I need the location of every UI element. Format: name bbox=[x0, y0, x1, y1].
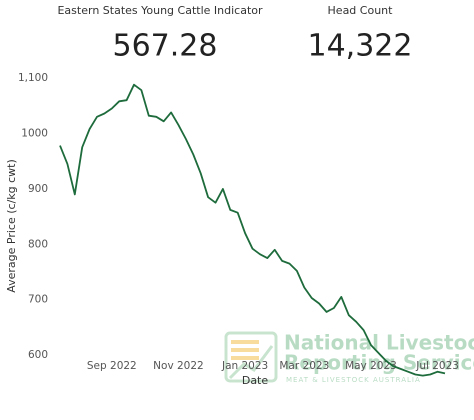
x-tick-label: Jan 2023 bbox=[221, 360, 268, 372]
logo-bar bbox=[231, 356, 259, 360]
watermark-title: National Livestock bbox=[284, 331, 474, 355]
logo-bar bbox=[231, 340, 259, 344]
line-series bbox=[59, 83, 446, 377]
kpi-value: 567.28 bbox=[113, 29, 218, 64]
logo-frame bbox=[224, 331, 278, 383]
watermark-subtitle: MEAT & LIVESTOCK AUSTRALIA bbox=[286, 376, 421, 384]
y-tick-label: 800 bbox=[28, 238, 48, 250]
y-tick-label: 1000 bbox=[21, 127, 48, 139]
x-tick-label: Mar 2023 bbox=[279, 360, 329, 372]
logo-bar bbox=[231, 348, 259, 352]
x-tick-label: Sep 2022 bbox=[87, 360, 137, 372]
watermark: National Livestock Reporting Service MEA… bbox=[224, 331, 474, 384]
x-axis-title: Date bbox=[242, 374, 269, 387]
y-tick-label: 1,100 bbox=[18, 72, 48, 84]
kpi-label: Head Count bbox=[328, 4, 394, 17]
x-tick-label: May 2023 bbox=[345, 360, 397, 372]
y-tick-label: 900 bbox=[28, 183, 48, 195]
y-tick-label: 600 bbox=[28, 349, 48, 361]
kpi-label: Eastern States Young Cattle Indicator bbox=[57, 4, 263, 17]
x-tick-label: Nov 2022 bbox=[153, 360, 204, 372]
x-tick-label: Jul 2023 bbox=[415, 360, 459, 372]
y-axis-title: Average Price (c/kg cwt) bbox=[5, 159, 18, 293]
logo-line bbox=[228, 345, 274, 380]
y-tick-label: 700 bbox=[28, 294, 48, 306]
kpi-value: 14,322 bbox=[308, 29, 413, 64]
